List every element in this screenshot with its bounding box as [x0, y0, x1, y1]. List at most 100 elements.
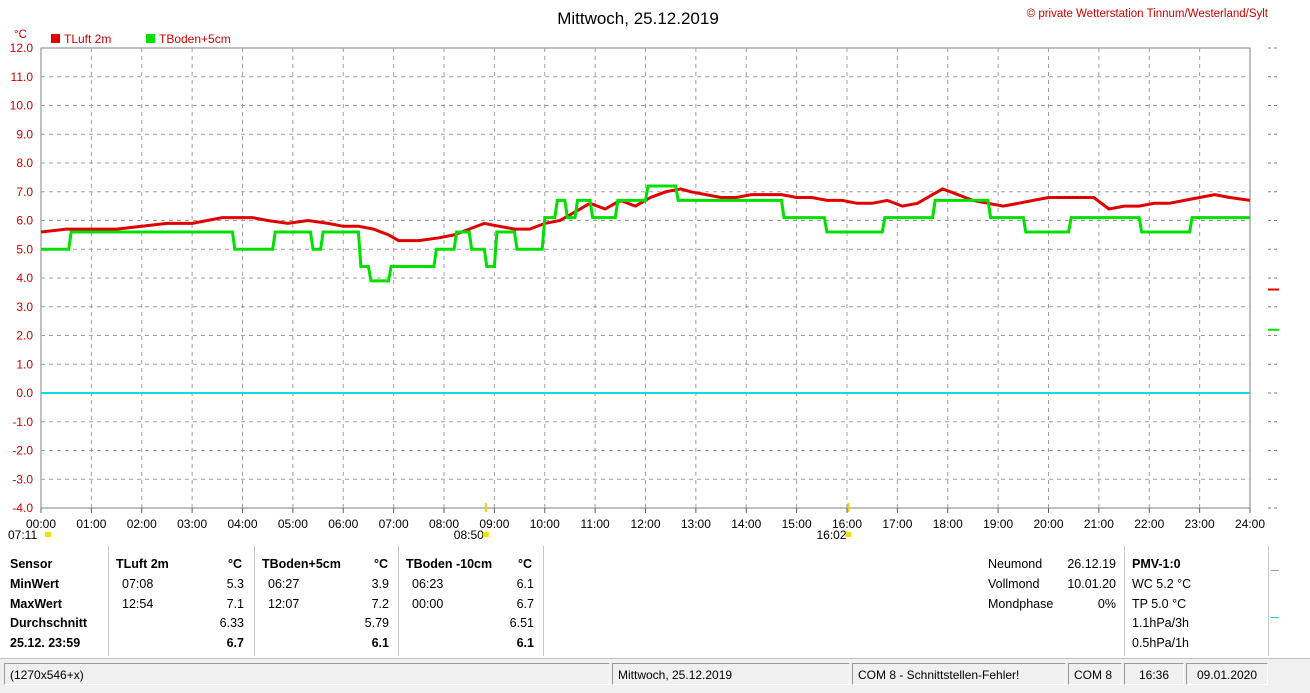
x-tick-label: 18:00: [933, 517, 963, 531]
x-tick-label: 07:00: [379, 517, 409, 531]
x-tick-label: 10:00: [530, 517, 560, 531]
col-tboden5-last: 6.1: [371, 636, 389, 650]
col-tboden10-min-time: 06:23: [412, 577, 444, 591]
col-tboden10-min: 6.1: [516, 577, 534, 591]
moon-full-value: 10.01.20: [1067, 577, 1116, 591]
y-tick-label: 12.0: [10, 41, 34, 55]
x-axis-ticks: 00:00 01:00 02:00 03:00 04:00 05:00 06:00 07:00…: [26, 508, 1265, 531]
x-tick-label: 15:00: [782, 517, 812, 531]
y-tick-label: 1.0: [16, 357, 33, 371]
chart-grid: [40, 47, 1251, 509]
col-tboden10-name: TBoden -10cm: [406, 557, 493, 571]
label-minwert: MinWert: [10, 577, 60, 591]
status-date: Mittwoch, 25.12.2019: [612, 663, 850, 685]
x-tick-label: 21:00: [1084, 517, 1114, 531]
y-unit-label: °C: [14, 29, 27, 41]
label-durchschnitt: Durchschnitt: [10, 616, 88, 630]
x-tick-label: 24:00: [1235, 517, 1265, 531]
col-tboden10-unit: °C: [518, 557, 533, 571]
y-tick-label: -3.0: [12, 472, 33, 486]
y-tick-label: -4.0: [12, 501, 33, 515]
pmv-pressure-3h: 1.1hPa/3h: [1132, 616, 1189, 630]
legend: TLuft 2m TBoden+5cm: [51, 32, 231, 46]
status-bar: (1270x546+x) Mittwoch, 25.12.2019 COM 8 …: [0, 658, 1310, 693]
col-tboden5-name: TBoden+5cm: [262, 557, 341, 571]
y-tick-label: 0.0: [16, 386, 33, 400]
col-tluft-max: 7.1: [226, 597, 244, 611]
legend-swatch-tluft: [51, 34, 60, 43]
status-time: 16:36: [1124, 663, 1184, 685]
sun-marker-label: 16:02: [817, 528, 847, 542]
col-tboden10-max-time: 00:00: [412, 597, 444, 611]
x-tick-label: 03:00: [177, 517, 207, 531]
legend-label-tboden: TBoden+5cm: [159, 32, 231, 46]
legend-swatch-tboden: [146, 34, 155, 43]
status-today: 09.01.2020: [1186, 663, 1268, 685]
x-tick-label: 04:00: [227, 517, 257, 531]
y-axis-ticks: 12.0 11.0 10.0 9.0 8.0 7.0 6.0 5.0 4.0 3.0 2.0 1.0 0…: [10, 41, 34, 515]
col-tboden5-max: 7.2: [371, 597, 389, 611]
x-tick-label: 14:00: [731, 517, 761, 531]
y-tick-label: 11.0: [11, 70, 34, 84]
col-tluft-min-time: 07:08: [122, 577, 154, 591]
col-tboden5-min-time: 06:27: [268, 577, 300, 591]
sun-marker-label: 08:50: [454, 528, 484, 542]
sun-marker-dot: [45, 532, 51, 537]
x-tick-label: 02:00: [127, 517, 157, 531]
col-tluft-max-time: 12:54: [122, 597, 154, 611]
y-tick-label: -1.0: [12, 415, 33, 429]
y-tick-label: 10.0: [10, 99, 34, 113]
x-tick-label: 23:00: [1185, 517, 1215, 531]
x-tick-label: 19:00: [983, 517, 1013, 531]
y-tick-label: 8.0: [16, 156, 33, 170]
x-tick-label: 20:00: [1033, 517, 1063, 531]
y-tick-label: 6.0: [16, 214, 33, 228]
label-sensor: Sensor: [10, 557, 53, 571]
status-com: COM 8: [1068, 663, 1122, 685]
col-tboden10-max: 6.7: [516, 597, 534, 611]
col-tboden10-last: 6.1: [516, 636, 534, 650]
col-tboden10-avg: 6.51: [509, 616, 534, 630]
status-com-error: COM 8 - Schnittstellen-Fehler!: [852, 663, 1066, 685]
pmv-dewpoint: TP 5.0 °C: [1132, 597, 1187, 611]
col-tluft-name: TLuft 2m: [116, 557, 169, 571]
x-tick-label: 05:00: [278, 517, 308, 531]
y-tick-label: 7.0: [16, 185, 33, 199]
col-tluft-last: 6.7: [226, 636, 244, 650]
col-tboden5-unit: °C: [374, 557, 389, 571]
y-tick-label: 5.0: [16, 242, 33, 256]
col-tboden5-min: 3.9: [371, 577, 389, 591]
chart-series: [40, 184, 1251, 394]
sun-markers: 07:11 08:50 16:02: [8, 503, 852, 542]
x-tick-label: 22:00: [1134, 517, 1164, 531]
pmv-pressure-1h: 0.5hPa/1h: [1132, 636, 1189, 650]
y-tick-label: -2.0: [12, 444, 33, 458]
x-tick-label: 16:00: [832, 517, 862, 531]
status-size: (1270x546+x): [4, 663, 610, 685]
series-line-0: [40, 187, 1251, 243]
chart-title: Mittwoch, 25.12.2019: [557, 9, 719, 28]
col-tluft-unit: °C: [228, 557, 243, 571]
legend-label-tluft: TLuft 2m: [64, 32, 111, 46]
sun-marker-dot: [482, 532, 489, 537]
sun-marker-dot: [845, 532, 852, 537]
moon-full-label: Vollmond: [988, 577, 1040, 591]
pmv-windchill: WC 5.2 °C: [1132, 577, 1192, 591]
col-tluft-avg: 6.33: [219, 616, 244, 630]
x-tick-label: 11:00: [581, 517, 610, 531]
x-tick-label: 09:00: [479, 517, 509, 531]
moon-phase-label: Mondphase: [988, 597, 1054, 611]
y-tick-label: 9.0: [16, 127, 33, 141]
copyright-text: © private Wetterstation Tinnum/Westerlan…: [1027, 8, 1269, 20]
moon-new-value: 26.12.19: [1067, 557, 1116, 571]
col-tluft-min: 5.3: [226, 577, 244, 591]
sun-marker-label: 07:11: [8, 528, 37, 542]
x-tick-label: 06:00: [328, 517, 358, 531]
label-maxwert: MaxWert: [10, 597, 62, 611]
x-tick-label: 13:00: [681, 517, 711, 531]
x-tick-label: 00:00: [26, 517, 56, 531]
x-tick-label: 17:00: [882, 517, 912, 531]
temperature-chart: 12.0 11.0 10.0 9.0 8.0 7.0 6.0 5.0 4.0 3.0 2.0 1.0 0…: [8, 8, 1279, 542]
col-tboden5-avg: 5.79: [364, 616, 389, 630]
moon-phase-value: 0%: [1097, 597, 1116, 611]
